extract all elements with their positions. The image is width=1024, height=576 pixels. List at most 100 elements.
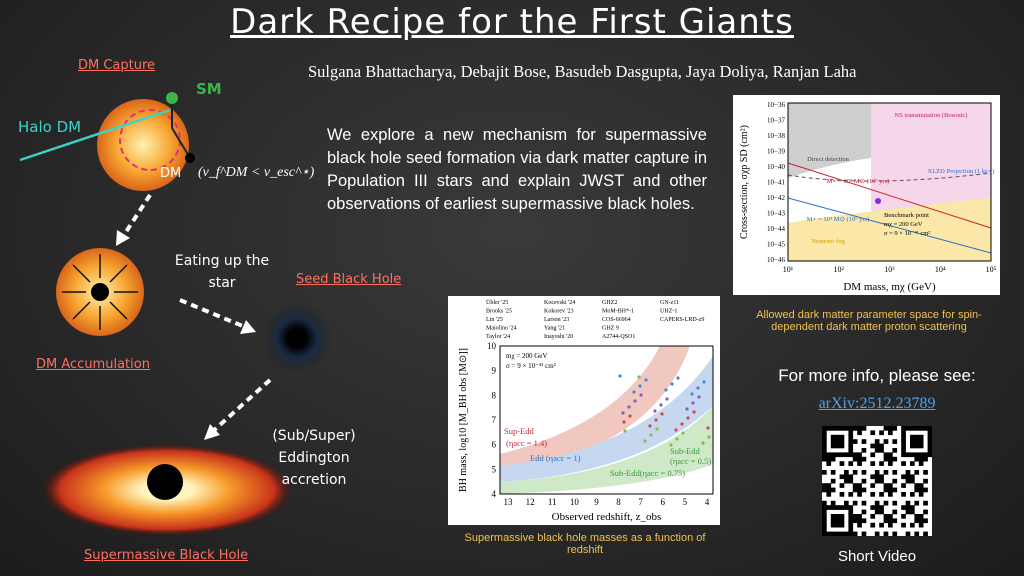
qr-module <box>874 439 880 444</box>
region-label: NS transmutation (Bosonic) <box>895 112 968 119</box>
arxiv-link[interactable]: arXiv:2512.23789 <box>818 395 936 412</box>
qr-module <box>914 487 920 493</box>
qr-module <box>830 439 836 444</box>
figure-right: 10−36 10−37 10−38 10−39 10−40 10−41 10−42 10−43… <box>733 95 1000 295</box>
qr-module <box>923 500 928 506</box>
qr-module <box>892 500 898 506</box>
qr-module <box>830 456 836 462</box>
x-tick-label: 4 <box>705 497 710 507</box>
y-tick-label: 10−37 <box>767 116 785 124</box>
region-label: Direct detection <box>807 156 849 163</box>
qr-module <box>857 514 862 519</box>
qr-code[interactable] <box>822 426 932 536</box>
qr-module <box>923 456 928 462</box>
qr-module <box>910 452 915 458</box>
qr-module <box>830 531 836 536</box>
data-point <box>675 437 679 441</box>
direct-detection-region <box>788 103 871 178</box>
data-point <box>664 388 668 392</box>
legend-entry: COS-66964 <box>602 317 631 323</box>
qr-module <box>852 426 858 431</box>
qr-module <box>835 443 840 449</box>
qr-module <box>822 483 827 488</box>
qr-module <box>888 487 893 493</box>
qr-module <box>927 439 932 444</box>
qr-module <box>870 514 876 519</box>
y-tick-label: 10−43 <box>767 209 785 217</box>
qr-module <box>874 505 880 510</box>
qr-module <box>914 434 920 440</box>
qr-module <box>883 426 889 431</box>
y-tick-label: 10−39 <box>767 147 785 155</box>
x-tick-label: 11 <box>548 497 557 507</box>
seed-black-hole <box>261 302 333 374</box>
qr-module <box>826 483 832 488</box>
qr-module <box>822 470 827 475</box>
qr-module <box>923 531 928 536</box>
qr-module <box>918 483 924 488</box>
line <box>787 162 992 229</box>
qr-module <box>879 461 884 466</box>
qr-module <box>901 434 906 440</box>
qr-module <box>883 470 889 475</box>
qr-module <box>879 509 884 515</box>
qr-module <box>918 487 924 493</box>
band-label: (ηacc = 1.4) <box>506 438 547 448</box>
qr-module <box>826 461 832 466</box>
data-point <box>654 418 658 422</box>
qr-module <box>848 531 854 536</box>
qr-module <box>892 470 898 475</box>
qr-module <box>892 531 898 536</box>
data-point <box>680 422 684 426</box>
qr-module <box>918 522 924 528</box>
formula: (v_f^DM < v_esc^⋆) <box>198 165 315 180</box>
qr-module <box>892 439 898 444</box>
info-label: mχ = 200 GeV <box>506 352 547 360</box>
qr-module <box>852 514 858 519</box>
legend-entry: Übler '25 <box>486 299 508 306</box>
y-tick-label: 10−44 <box>767 225 785 233</box>
arrowhead <box>204 424 220 440</box>
qr-module <box>927 430 932 436</box>
qr-module <box>835 505 840 510</box>
qr-module <box>905 426 911 431</box>
qr-module <box>835 439 840 444</box>
qr-module <box>888 522 893 528</box>
data-point <box>648 424 652 428</box>
qr-module <box>918 452 924 458</box>
sm-dot <box>166 92 178 104</box>
label: Eating up the star <box>174 253 270 291</box>
data-point <box>660 412 664 416</box>
qr-module <box>848 443 854 449</box>
qr-module <box>874 470 880 475</box>
qr-module <box>901 439 906 444</box>
qr-module <box>852 470 858 475</box>
qr-module <box>826 531 832 536</box>
qr-module <box>870 522 876 528</box>
legend-entry: Inayoshi '20 <box>544 334 573 340</box>
qr-module <box>914 452 920 458</box>
qr-module <box>901 505 906 510</box>
qr-module <box>852 531 858 536</box>
x-tick-label: 5 <box>683 497 688 507</box>
label: Halo DM <box>18 118 82 136</box>
qr-module <box>848 492 854 497</box>
qr-module <box>822 452 827 458</box>
caption: Allowed dark matter parameter space for … <box>756 309 982 333</box>
qr-module <box>861 518 867 524</box>
qr-module <box>910 522 915 528</box>
qr-module <box>910 474 915 480</box>
qr-module <box>839 434 845 440</box>
label: DM Capture <box>78 58 156 73</box>
qr-module <box>914 500 920 506</box>
qr-module <box>848 522 854 528</box>
qr-module <box>923 426 928 431</box>
qr-module <box>874 443 880 449</box>
qr-module <box>870 492 876 497</box>
y-tick-label: 10−38 <box>767 132 785 140</box>
qr-module <box>901 430 906 436</box>
qr-module <box>918 518 924 524</box>
data-point <box>649 433 653 437</box>
qr-module <box>844 531 849 536</box>
